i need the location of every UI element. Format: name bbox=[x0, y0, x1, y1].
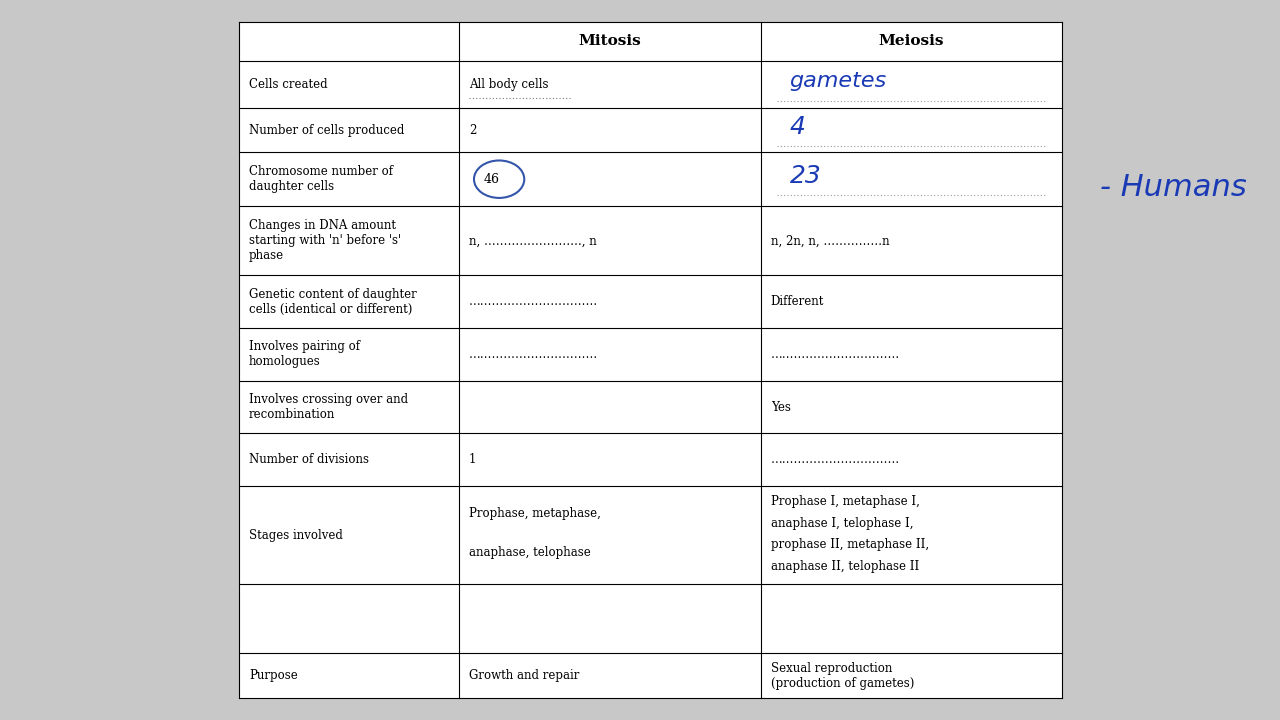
Text: 23: 23 bbox=[790, 163, 822, 188]
Text: n, ……………………., n: n, ……………………., n bbox=[468, 235, 596, 248]
Text: Different: Different bbox=[771, 295, 824, 308]
Text: 1: 1 bbox=[468, 453, 476, 466]
Text: 2: 2 bbox=[468, 124, 476, 137]
Text: Cells created: Cells created bbox=[248, 78, 328, 91]
Text: ……………………………: …………………………… bbox=[771, 453, 900, 466]
Text: Sexual reproduction
(production of gametes): Sexual reproduction (production of gamet… bbox=[771, 662, 914, 690]
Text: anaphase II, telophase II: anaphase II, telophase II bbox=[771, 560, 919, 573]
Text: ……………………………: …………………………… bbox=[468, 348, 598, 361]
Text: Involves pairing of
homologues: Involves pairing of homologues bbox=[248, 341, 360, 369]
Text: prophase II, metaphase II,: prophase II, metaphase II, bbox=[771, 539, 929, 552]
Text: Involves crossing over and
recombination: Involves crossing over and recombination bbox=[248, 393, 408, 421]
Text: ……………………………: …………………………… bbox=[468, 295, 598, 308]
Text: Meiosis: Meiosis bbox=[879, 35, 945, 48]
Text: Number of cells produced: Number of cells produced bbox=[248, 124, 404, 137]
Text: Growth and repair: Growth and repair bbox=[468, 669, 580, 683]
Text: 4: 4 bbox=[790, 114, 805, 138]
Text: Number of divisions: Number of divisions bbox=[248, 453, 369, 466]
Text: Mitosis: Mitosis bbox=[579, 35, 641, 48]
Text: Changes in DNA amount
starting with 'n' before 's'
phase: Changes in DNA amount starting with 'n' … bbox=[248, 220, 401, 262]
Text: Chromosome number of
daughter cells: Chromosome number of daughter cells bbox=[248, 165, 393, 193]
Text: n, 2n, n, ……………n: n, 2n, n, ……………n bbox=[771, 235, 890, 248]
Text: Purpose: Purpose bbox=[248, 669, 298, 683]
Bar bbox=[239, 22, 1062, 698]
Text: ……………………………: …………………………… bbox=[771, 348, 900, 361]
Text: Stages involved: Stages involved bbox=[248, 528, 343, 541]
Text: All body cells: All body cells bbox=[468, 78, 548, 91]
Text: - Humans: - Humans bbox=[1100, 173, 1247, 202]
Text: 46: 46 bbox=[484, 173, 500, 186]
Text: Yes: Yes bbox=[771, 400, 791, 413]
Text: Genetic content of daughter
cells (identical or different): Genetic content of daughter cells (ident… bbox=[248, 288, 417, 316]
Text: Prophase I, metaphase I,: Prophase I, metaphase I, bbox=[771, 495, 919, 508]
Text: Prophase, metaphase,: Prophase, metaphase, bbox=[468, 507, 600, 520]
Text: gametes: gametes bbox=[790, 71, 887, 91]
Text: anaphase, telophase: anaphase, telophase bbox=[468, 546, 590, 559]
Text: anaphase I, telophase I,: anaphase I, telophase I, bbox=[771, 516, 913, 529]
